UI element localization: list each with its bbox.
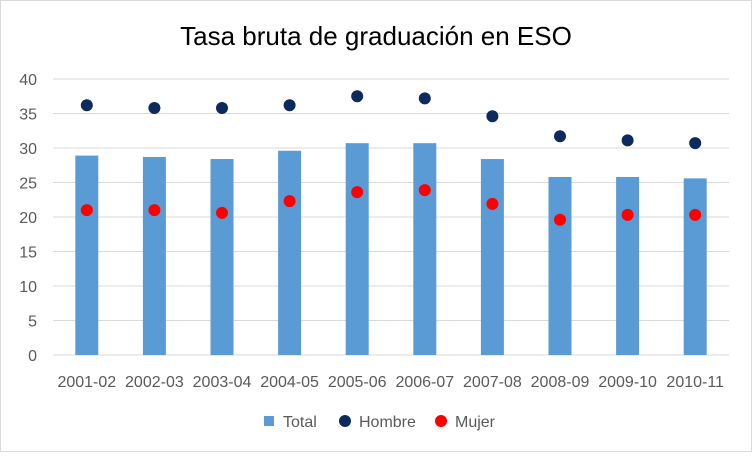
y-tick-label: 30 — [19, 141, 37, 158]
y-tick-label: 35 — [19, 107, 37, 124]
marker-mujer — [621, 208, 634, 221]
x-tick-label: 2004-05 — [260, 374, 319, 391]
marker-hombre — [418, 92, 431, 105]
marker-mujer — [689, 208, 702, 221]
y-tick-label: 40 — [19, 72, 37, 89]
marker-mujer — [80, 204, 93, 217]
x-tick-label: 2003-04 — [193, 374, 252, 391]
bar-total — [75, 155, 99, 355]
x-axis: 2001-02 2002-03 2003-04 2004-05 2005-06 2006-… — [57, 374, 724, 391]
chart-title: Tasa bruta de graduación en ESO — [180, 21, 572, 51]
marker-series-mujer — [80, 184, 702, 226]
bar-total — [142, 156, 166, 355]
x-tick-label: 2009-10 — [598, 374, 657, 391]
marker-mujer — [351, 186, 364, 199]
x-tick-label: 2001-02 — [57, 374, 116, 391]
y-tick-label: 15 — [19, 245, 37, 262]
marker-mujer — [148, 204, 161, 217]
x-tick-label: 2006-07 — [395, 374, 454, 391]
y-tick-label: 0 — [28, 348, 37, 365]
marker-hombre — [486, 110, 499, 123]
marker-mujer — [486, 197, 499, 210]
marker-hombre — [621, 134, 634, 147]
marker-hombre — [689, 137, 702, 150]
bar-total — [683, 178, 707, 355]
marker-mujer — [216, 206, 228, 219]
bar-total — [480, 159, 504, 355]
x-tick-label: 2005-06 — [328, 374, 387, 391]
marker-hombre — [351, 90, 364, 103]
bar-total — [345, 143, 369, 355]
marker-hombre — [554, 130, 566, 143]
bar-total — [210, 159, 234, 355]
y-tick-label: 20 — [19, 210, 37, 227]
x-tick-label: 2008-09 — [531, 374, 590, 391]
x-tick-label: 2002-03 — [125, 374, 184, 391]
marker-hombre — [283, 99, 296, 112]
legend-swatch-hombre — [339, 415, 351, 427]
bar-total — [413, 143, 437, 355]
x-tick-label: 2010-11 — [666, 374, 724, 391]
bar-series-total — [75, 143, 707, 355]
marker-mujer — [418, 184, 431, 197]
y-tick-label: 5 — [28, 314, 37, 331]
legend-label-hombre: Hombre — [359, 414, 416, 431]
legend-swatch-total — [264, 416, 274, 426]
marker-mujer — [283, 195, 296, 208]
bar-total — [278, 150, 302, 355]
y-axis: 0 5 10 15 20 25 30 35 40 — [19, 72, 37, 365]
legend-label-mujer: Mujer — [455, 414, 496, 431]
marker-mujer — [554, 213, 566, 226]
legend-swatch-mujer — [435, 415, 447, 427]
y-tick-label: 25 — [19, 176, 37, 193]
y-tick-label: 10 — [19, 279, 37, 296]
x-tick-label: 2007-08 — [463, 374, 522, 391]
marker-hombre — [148, 101, 161, 114]
marker-hombre — [216, 101, 228, 114]
legend-label-total: Total — [283, 414, 317, 431]
bar-total — [616, 176, 640, 355]
bar-total — [548, 176, 572, 355]
marker-series-hombre — [80, 90, 702, 150]
legend: Total Hombre Mujer — [264, 414, 496, 431]
marker-hombre — [80, 99, 93, 112]
